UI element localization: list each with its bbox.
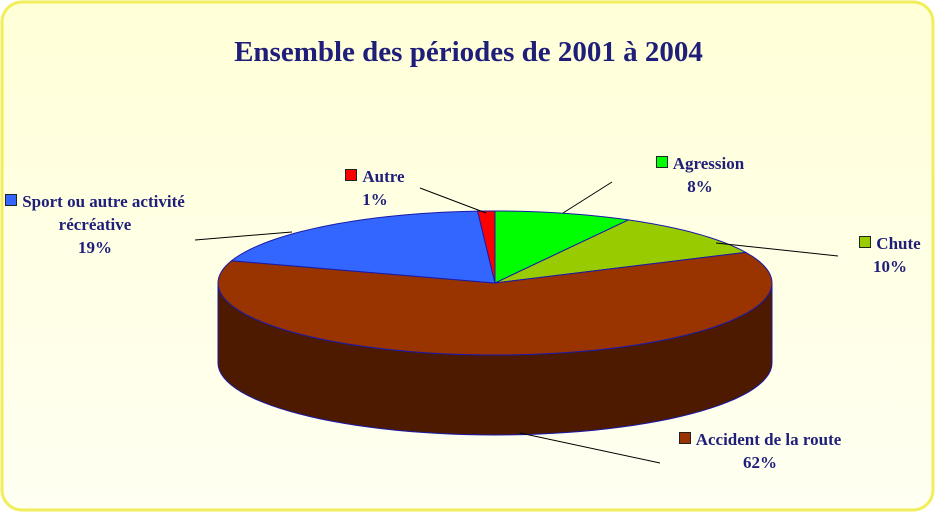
category-label: Accident de la route	[695, 430, 842, 449]
data-label: Agression 8%	[615, 152, 785, 198]
category-label: Chute	[876, 234, 921, 253]
chart-title: Ensemble des périodes de 2001 à 2004	[234, 36, 703, 68]
data-label: Sport ou autre activité récréative 19%	[5, 190, 185, 259]
slice	[494, 210, 631, 284]
slice	[230, 210, 496, 284]
value-label: 1%	[362, 190, 388, 209]
leader-line	[194, 231, 293, 241]
leader-line	[715, 242, 839, 257]
slice	[476, 210, 496, 284]
value-label: 8%	[687, 177, 713, 196]
data-label: Autre 1%	[300, 165, 450, 211]
leader-line	[519, 432, 661, 464]
data-label: Chute 10%	[835, 232, 937, 278]
category-label: Agression	[672, 154, 745, 173]
legend-swatch	[5, 194, 18, 206]
legend-swatch	[345, 169, 358, 181]
value-label: 62%	[743, 453, 777, 472]
category-label: Autre	[362, 167, 405, 186]
category-label: Sport ou autre activité récréative	[22, 192, 185, 234]
slice	[494, 219, 748, 284]
leader-line	[562, 181, 613, 214]
value-label: 10%	[873, 257, 907, 276]
legend-swatch	[678, 432, 691, 444]
legend-swatch	[655, 156, 668, 168]
data-label: Accident de la route 62%	[660, 428, 860, 474]
legend-swatch	[859, 236, 872, 248]
slice	[217, 251, 773, 356]
leader-line	[419, 187, 487, 214]
value-label: 19%	[78, 238, 112, 257]
